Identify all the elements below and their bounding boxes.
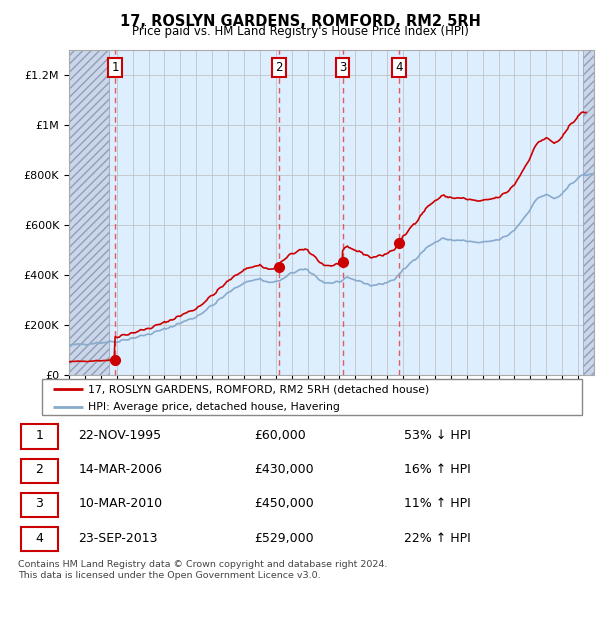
Text: 4: 4 bbox=[35, 531, 43, 544]
Text: 2: 2 bbox=[275, 61, 283, 74]
Text: 17, ROSLYN GARDENS, ROMFORD, RM2 5RH: 17, ROSLYN GARDENS, ROMFORD, RM2 5RH bbox=[119, 14, 481, 29]
Text: HPI: Average price, detached house, Havering: HPI: Average price, detached house, Have… bbox=[88, 402, 340, 412]
Text: 1: 1 bbox=[35, 429, 43, 442]
Text: £529,000: £529,000 bbox=[254, 531, 314, 544]
Text: 2: 2 bbox=[35, 463, 43, 476]
Text: 53% ↓ HPI: 53% ↓ HPI bbox=[404, 429, 470, 442]
Text: 11% ↑ HPI: 11% ↑ HPI bbox=[404, 497, 470, 510]
Text: Contains HM Land Registry data © Crown copyright and database right 2024.
This d: Contains HM Land Registry data © Crown c… bbox=[18, 560, 388, 580]
Bar bbox=[69, 50, 109, 375]
Text: 3: 3 bbox=[339, 61, 346, 74]
Text: 4: 4 bbox=[395, 61, 403, 74]
FancyBboxPatch shape bbox=[42, 379, 582, 415]
Bar bbox=[583, 50, 594, 375]
FancyBboxPatch shape bbox=[20, 459, 58, 483]
Text: 10-MAR-2010: 10-MAR-2010 bbox=[78, 497, 163, 510]
Text: 17, ROSLYN GARDENS, ROMFORD, RM2 5RH (detached house): 17, ROSLYN GARDENS, ROMFORD, RM2 5RH (de… bbox=[88, 384, 429, 394]
FancyBboxPatch shape bbox=[20, 493, 58, 517]
FancyBboxPatch shape bbox=[20, 527, 58, 551]
Text: 14-MAR-2006: 14-MAR-2006 bbox=[78, 463, 162, 476]
Text: 1: 1 bbox=[112, 61, 119, 74]
Text: £450,000: £450,000 bbox=[254, 497, 314, 510]
Text: 23-SEP-2013: 23-SEP-2013 bbox=[78, 531, 158, 544]
Text: 16% ↑ HPI: 16% ↑ HPI bbox=[404, 463, 470, 476]
Text: £60,000: £60,000 bbox=[254, 429, 305, 442]
Text: 3: 3 bbox=[35, 497, 43, 510]
Text: £430,000: £430,000 bbox=[254, 463, 314, 476]
Text: 22-NOV-1995: 22-NOV-1995 bbox=[78, 429, 161, 442]
Text: Price paid vs. HM Land Registry's House Price Index (HPI): Price paid vs. HM Land Registry's House … bbox=[131, 25, 469, 38]
Text: 22% ↑ HPI: 22% ↑ HPI bbox=[404, 531, 470, 544]
FancyBboxPatch shape bbox=[20, 425, 58, 449]
